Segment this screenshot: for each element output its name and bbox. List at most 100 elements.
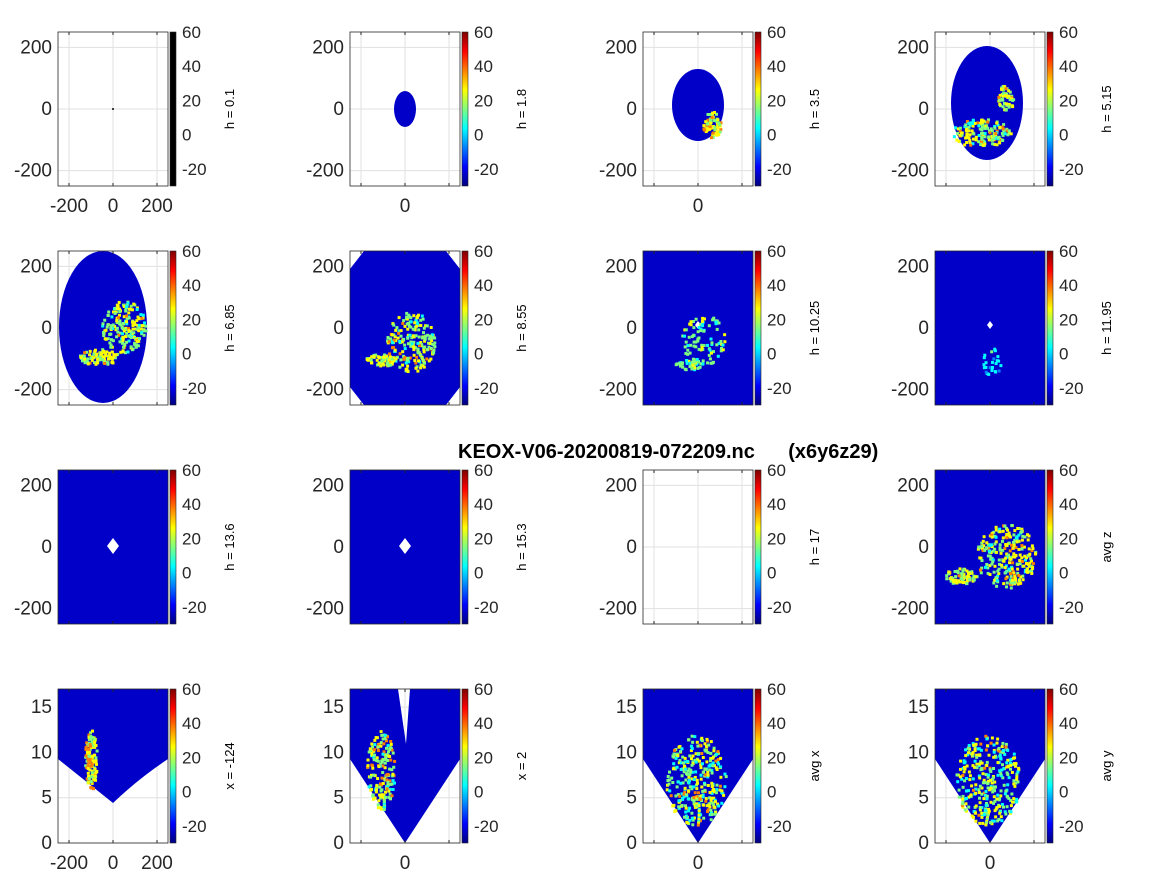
panel-label: h = 0.1 — [222, 89, 237, 129]
colorbar — [1047, 32, 1053, 186]
panel-label: h = 13.6 — [222, 523, 237, 570]
y-tick-label: -200 — [14, 161, 52, 182]
colorbar-tick-label: 20 — [1059, 91, 1078, 110]
colorbar-tick-label: 0 — [767, 345, 776, 364]
colorbar-tick-label: 0 — [474, 783, 483, 802]
y-tick-label: 0 — [333, 537, 344, 558]
colorbar — [462, 470, 468, 624]
colorbar-tick-label: 40 — [1059, 276, 1078, 295]
colorbar-tick-label: 60 — [474, 23, 493, 42]
y-tick-label: 15 — [323, 697, 344, 718]
colorbar — [755, 32, 761, 186]
panel-label: h = 10.25 — [807, 301, 822, 356]
colorbar-tick-label: 40 — [1059, 57, 1078, 76]
colorbar-tick-label: 20 — [182, 310, 201, 329]
y-tick-label: 200 — [897, 37, 929, 58]
colorbar-tick-label: 0 — [767, 564, 776, 583]
colorbar-tick-label: 20 — [767, 91, 786, 110]
colorbar-tick-label: 20 — [474, 91, 493, 110]
colorbar — [755, 470, 761, 624]
y-tick-label: -200 — [306, 161, 344, 182]
colorbar-tick-label: 0 — [1059, 783, 1068, 802]
colorbar-frame — [1046, 250, 1054, 406]
y-tick-label: 0 — [41, 833, 52, 854]
colorbar-tick-label: 60 — [474, 461, 493, 480]
colorbar-tick-label: 40 — [474, 276, 493, 295]
colorbar-tick-label: 40 — [182, 276, 201, 295]
y-tick-label: 200 — [897, 256, 929, 277]
colorbar-tick-label: 40 — [767, 495, 786, 514]
subplot-panel: 15 10 5 0 0 60 40 20 0 -20 x = 2 — [323, 680, 529, 874]
colorbar-tick-label: 20 — [474, 748, 493, 767]
panel-label: h = 5.15 — [1099, 85, 1114, 132]
y-tick-label: -200 — [891, 380, 929, 401]
colorbar-frame — [461, 688, 469, 844]
colorbar-tick-label: 20 — [182, 91, 201, 110]
subplot-panel: 15 10 5 0 0 60 40 20 0 -20 avg x — [616, 680, 822, 874]
colorbar-tick-label: 40 — [474, 714, 493, 733]
colorbar-frame — [1046, 31, 1054, 187]
colorbar-frame — [461, 250, 469, 406]
colorbar-tick-label: 60 — [182, 461, 201, 480]
panel-label: h = 17 — [807, 529, 822, 566]
colorbar — [755, 251, 761, 405]
colorbar-tick-label: 0 — [182, 126, 191, 145]
colorbar-tick-label: 0 — [1059, 126, 1068, 145]
colorbar-tick-label: -20 — [182, 379, 207, 398]
x-tick-label: -200 — [50, 853, 88, 874]
y-tick-label: 0 — [333, 318, 344, 339]
colorbar-tick-label: 40 — [474, 57, 493, 76]
panel-label: h = 15.3 — [514, 523, 529, 570]
colorbar-frame — [169, 469, 177, 625]
colorbar — [755, 689, 761, 843]
y-tick-label: -200 — [306, 599, 344, 620]
x-tick-label: 0 — [693, 196, 704, 217]
colorbar-tick-label: 0 — [474, 126, 483, 145]
colorbar-tick-label: 0 — [1059, 345, 1068, 364]
y-tick-label: 200 — [20, 475, 52, 496]
y-tick-label: 0 — [918, 99, 929, 120]
panel-label: avg x — [807, 750, 822, 782]
colorbar-tick-label: 0 — [1059, 564, 1068, 583]
panel-label: h = 6.85 — [222, 304, 237, 351]
y-tick-label: -200 — [599, 380, 637, 401]
figure-title: KEOX-V06-20200819-072209.nc (x6y6z29) — [458, 441, 879, 463]
colorbar — [462, 32, 468, 186]
x-tick-label: 0 — [400, 196, 411, 217]
y-tick-label: 0 — [626, 537, 637, 558]
colorbar-frame — [169, 250, 177, 406]
colorbar — [462, 251, 468, 405]
colorbar — [1047, 470, 1053, 624]
colorbar-frame — [754, 688, 762, 844]
colorbar-tick-label: -20 — [182, 817, 207, 836]
y-tick-label: 10 — [31, 742, 52, 763]
y-tick-label: 5 — [918, 788, 929, 809]
x-tick-label: 0 — [693, 853, 704, 874]
colorbar-tick-label: 60 — [767, 680, 786, 699]
colorbar-tick-label: -20 — [474, 598, 499, 617]
colorbar — [462, 689, 468, 843]
colorbar-frame — [461, 469, 469, 625]
colorbar — [170, 251, 176, 405]
colorbar-tick-label: 20 — [474, 310, 493, 329]
y-tick-label: 200 — [312, 256, 344, 277]
y-tick-label: 5 — [626, 788, 637, 809]
colorbar-tick-label: 40 — [767, 276, 786, 295]
y-tick-label: -200 — [599, 161, 637, 182]
y-tick-label: 200 — [312, 475, 344, 496]
colorbar-tick-label: 20 — [182, 529, 201, 548]
colorbar-tick-label: 40 — [182, 495, 201, 514]
y-tick-label: 5 — [333, 788, 344, 809]
subplot-panel: 15 10 5 0 0 60 40 20 0 -20 avg y — [908, 680, 1114, 874]
panel-label: h = 3.5 — [807, 89, 822, 129]
colorbar-tick-label: 60 — [1059, 23, 1078, 42]
